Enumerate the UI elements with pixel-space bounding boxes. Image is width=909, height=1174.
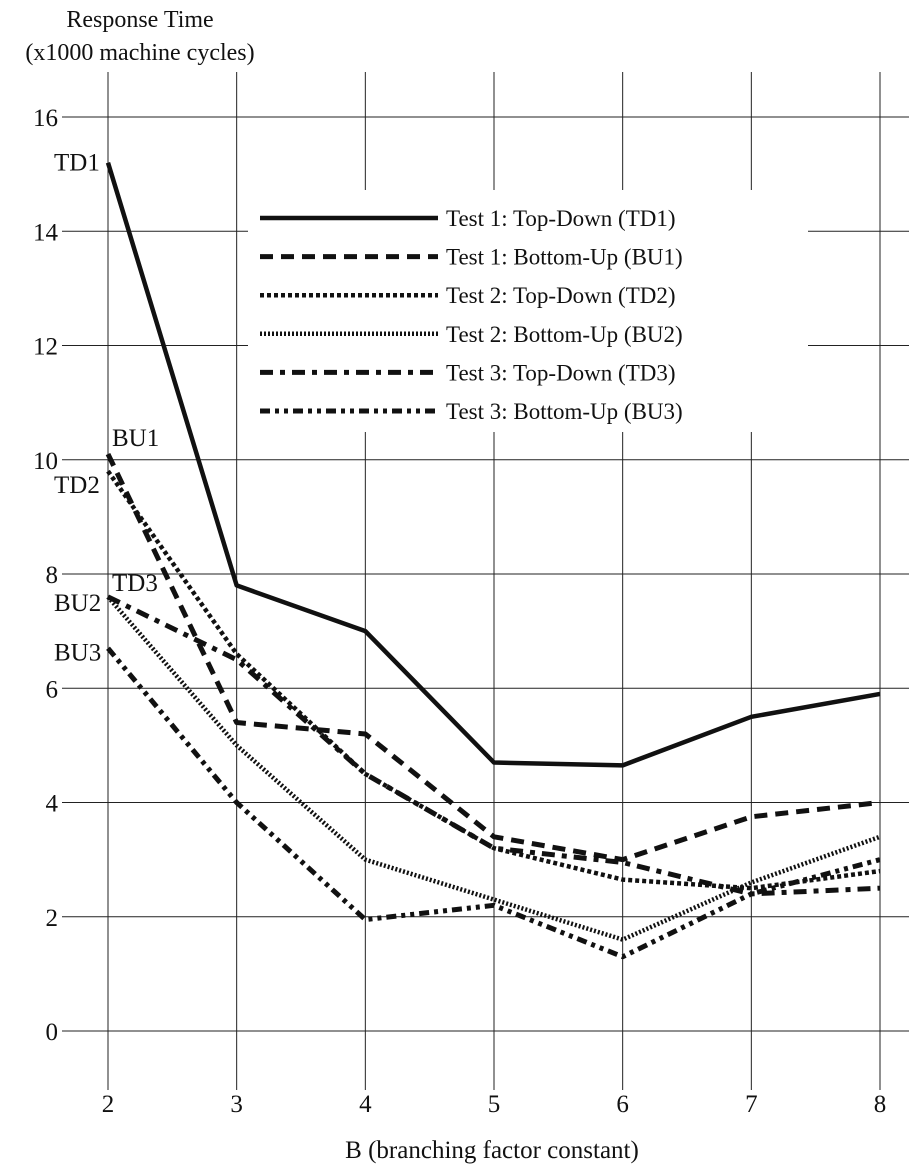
series-end-labels: TD1 BU1 TD2 BU2 TD3 BU3	[54, 150, 159, 667]
y-tick-label-16: 16	[33, 105, 58, 132]
legend-label-td3: Test 3: Top-Down (TD3)	[446, 360, 676, 385]
x-tick-label-6: 6	[616, 1091, 629, 1118]
x-tick-label-8: 8	[874, 1091, 887, 1118]
x-axis-title: B (branching factor constant)	[345, 1137, 639, 1164]
legend-label-td1: Test 1: Top-Down (TD1)	[446, 206, 676, 231]
y-tick-label-0: 0	[46, 1019, 59, 1046]
series-label-td2: TD2	[54, 472, 100, 499]
legend-label-td2: Test 2: Top-Down (TD2)	[446, 283, 676, 308]
y-tick-label-10: 10	[33, 448, 58, 475]
x-tick-labels: 2 3 4 5 6 7 8	[102, 1091, 887, 1118]
series-lines	[105, 162, 881, 960]
y-axis-title-line2: (x1000 machine cycles)	[25, 40, 254, 66]
x-tick-label-4: 4	[359, 1091, 372, 1118]
legend-label-bu2: Test 2: Bottom-Up (BU2)	[446, 322, 683, 347]
series-label-bu2: BU2	[54, 590, 101, 617]
y-tick-label-4: 4	[46, 791, 59, 818]
y-tick-label-12: 12	[33, 334, 58, 361]
legend-background	[248, 190, 808, 432]
legend-label-bu1: Test 1: Bottom-Up (BU1)	[446, 245, 683, 270]
y-tick-label-6: 6	[46, 676, 59, 703]
y-tick-label-2: 2	[46, 905, 59, 932]
y-axis-title-line1: Response Time	[66, 7, 213, 33]
series-label-bu1: BU1	[112, 425, 159, 452]
y-tick-labels: 0 2 4 6 8 10 12 14 16	[33, 105, 59, 1046]
legend: Test 1: Top-Down (TD1) Test 1: Bottom-Up …	[248, 190, 808, 432]
series-label-bu3: BU3	[54, 639, 101, 666]
series-label-td3: TD3	[112, 570, 158, 597]
x-tick-label-5: 5	[488, 1091, 501, 1118]
y-tick-label-14: 14	[33, 219, 59, 246]
y-tick-label-8: 8	[46, 562, 59, 589]
series-label-td1: TD1	[54, 150, 100, 177]
x-tick-label-3: 3	[230, 1091, 243, 1118]
x-tick-label-7: 7	[745, 1091, 758, 1118]
legend-label-bu3: Test 3: Bottom-Up (BU3)	[446, 399, 683, 424]
x-tick-label-2: 2	[102, 1091, 115, 1118]
